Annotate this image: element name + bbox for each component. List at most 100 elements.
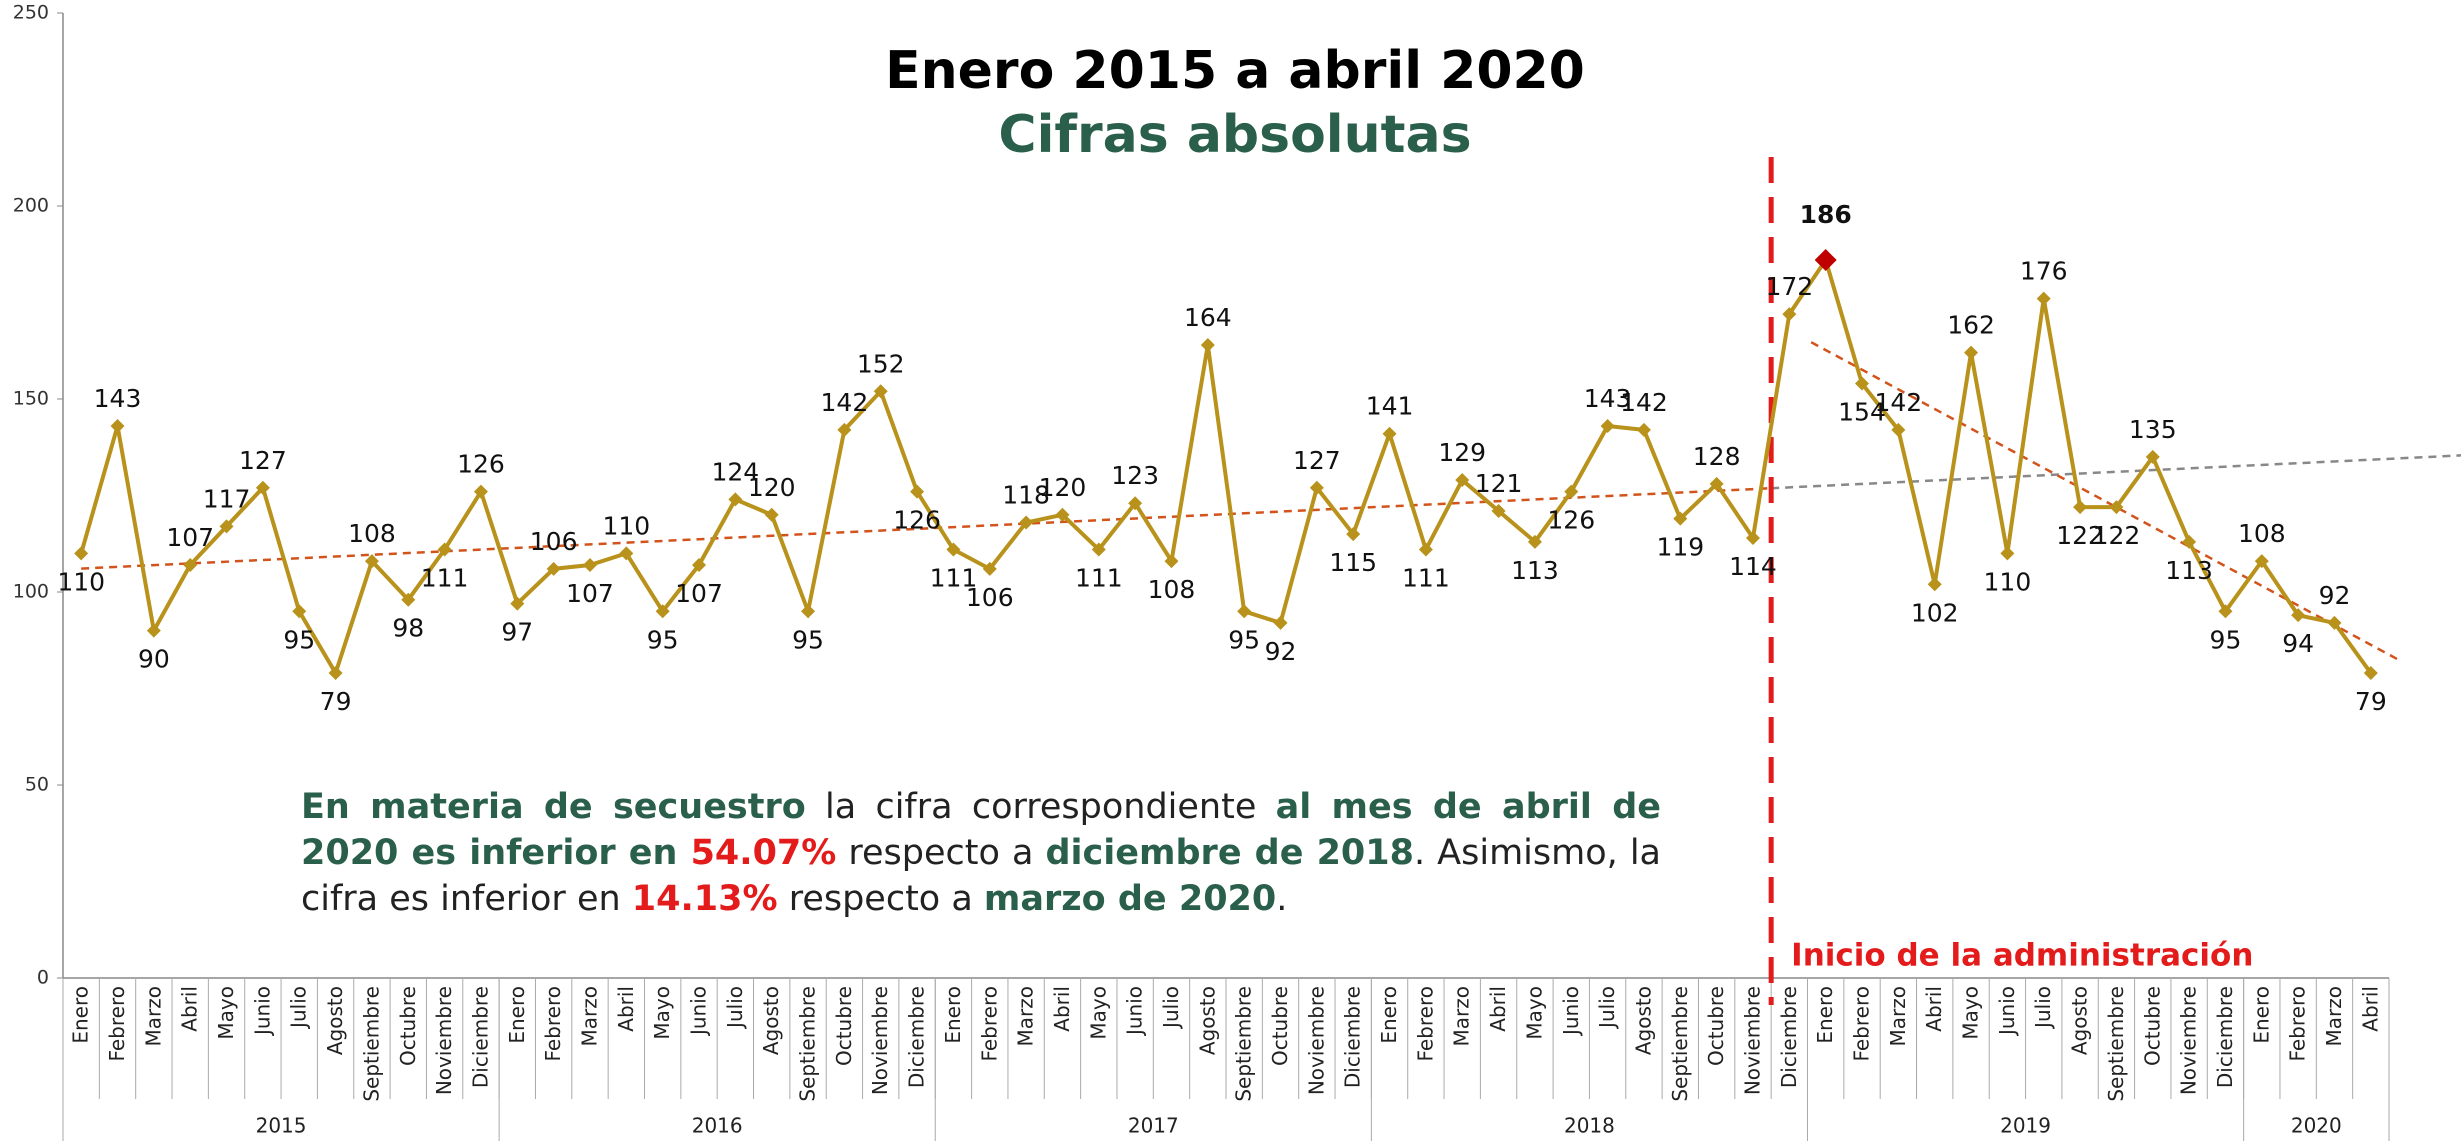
- x-tick-label: Febrero: [977, 986, 1001, 1062]
- x-tick-label: Marzo: [1450, 986, 1474, 1046]
- x-tick-label: Julio: [287, 986, 311, 1030]
- x-tick-label: Febrero: [2286, 986, 2310, 1062]
- group-label: 2016: [692, 1114, 743, 1138]
- data-label: 94: [2282, 629, 2314, 658]
- annotation-text: diciembre de 2018: [1046, 833, 1415, 873]
- data-label: 186: [1800, 200, 1852, 229]
- x-tick-label: Marzo: [1014, 986, 1038, 1046]
- x-tick-label: Junio: [1995, 986, 2019, 1037]
- x-tick-label: Diciembre: [905, 986, 929, 1088]
- x-tick-label: Abril: [1486, 986, 1510, 1032]
- marker: [2182, 535, 2196, 549]
- x-tick-label: Diciembre: [1777, 986, 1801, 1088]
- x-tick-label: Noviembre: [2177, 986, 2201, 1095]
- chart-subtitle: Cifras absolutas: [998, 105, 1471, 165]
- data-label: 141: [1366, 392, 1414, 421]
- data-label: 123: [1111, 461, 1159, 490]
- x-tick-label: Febrero: [541, 986, 565, 1062]
- data-label: 108: [2238, 519, 2286, 548]
- x-tick-label: Noviembre: [1304, 986, 1328, 1095]
- data-label: 120: [1039, 473, 1087, 502]
- group-label: 2018: [1564, 1114, 1615, 1138]
- x-tick-label: Mayo: [214, 986, 238, 1040]
- y-tick-label: 50: [25, 774, 49, 796]
- x-tick-label: Enero: [1377, 986, 1401, 1044]
- data-label: 142: [1620, 388, 1668, 417]
- y-tick-label: 0: [37, 967, 49, 989]
- data-label: 92: [2319, 581, 2351, 610]
- data-label: 142: [821, 388, 869, 417]
- data-label: 111: [421, 564, 469, 593]
- annotation-text: marzo de 2020: [984, 879, 1276, 919]
- x-tick-label: Junio: [250, 986, 274, 1037]
- data-label: 113: [1511, 556, 1559, 585]
- x-tick-label: Abril: [2358, 986, 2382, 1032]
- marker: [1928, 577, 1942, 591]
- annotation-text: 54.07%: [691, 833, 837, 873]
- x-tick-label: Febrero: [1413, 986, 1437, 1062]
- data-label: 121: [1475, 469, 1523, 498]
- marker: [583, 558, 597, 572]
- data-label: 95: [283, 625, 315, 654]
- x-tick-label: Julio: [723, 986, 747, 1030]
- x-tick-label: Agosto: [323, 986, 347, 1055]
- x-tick-label: Junio: [1559, 986, 1583, 1037]
- x-tick-label: Septiembre: [359, 986, 383, 1102]
- data-label: 114: [1729, 552, 1777, 581]
- data-label: 143: [94, 384, 142, 413]
- x-tick-label: Marzo: [141, 986, 165, 1046]
- annotation-text: 14.13%: [632, 879, 778, 919]
- x-tick-label: Abril: [178, 986, 202, 1032]
- y-tick-label: 250: [13, 2, 49, 24]
- chart: Enero 2015 a abril 2020 Cifras absolutas…: [0, 0, 2461, 1141]
- data-label: 110: [57, 567, 105, 596]
- data-label: 128: [1693, 442, 1741, 471]
- x-tick-label: Agosto: [1195, 986, 1219, 1055]
- data-label: 113: [2165, 556, 2213, 585]
- data-label: 111: [1075, 564, 1123, 593]
- x-tick-label: Febrero: [105, 986, 129, 1062]
- x-tick-label: Septiembre: [1232, 986, 1256, 1102]
- marker: [1815, 249, 1837, 271]
- x-tick-label: Abril: [1922, 986, 1946, 1032]
- x-tick-label: Agosto: [759, 986, 783, 1055]
- marker: [111, 419, 125, 433]
- y-tick-label: 200: [13, 195, 49, 217]
- data-label: 110: [1984, 567, 2032, 596]
- marker: [765, 508, 779, 522]
- data-label: 98: [392, 614, 424, 643]
- data-label: 127: [1293, 446, 1341, 475]
- x-tick-label: Junio: [1123, 986, 1147, 1037]
- group-label: 2015: [256, 1114, 307, 1138]
- x-tick-label: Abril: [1050, 986, 1074, 1032]
- data-label: 107: [675, 579, 723, 608]
- group-label: 2017: [1128, 1114, 1179, 1138]
- x-tick-label: Diciembre: [468, 986, 492, 1088]
- chart-title: Enero 2015 a abril 2020: [885, 41, 1585, 101]
- data-label: 119: [1656, 533, 1704, 562]
- trend-line: [1771, 455, 2461, 488]
- marker: [1201, 338, 1215, 352]
- data-label: 107: [566, 579, 614, 608]
- data-label: 176: [2020, 257, 2068, 286]
- x-tick-label: Enero: [69, 986, 93, 1044]
- y-tick-label: 100: [13, 581, 49, 603]
- admin-label: Inicio de la administración: [1791, 938, 2253, 974]
- x-tick-label: Septiembre: [796, 986, 820, 1102]
- data-label: 90: [138, 645, 170, 674]
- marker: [1237, 604, 1251, 618]
- y-tick-label: 150: [13, 388, 49, 410]
- x-tick-label: Octubre: [832, 986, 856, 1066]
- data-label: 172: [1765, 272, 1813, 301]
- data-label: 126: [1547, 506, 1595, 535]
- marker: [1419, 543, 1433, 557]
- x-tick-label: Octubre: [1704, 986, 1728, 1066]
- x-tick-label: Agosto: [2068, 986, 2092, 1055]
- marker: [1274, 616, 1288, 630]
- x-tick-label: Marzo: [2322, 986, 2346, 1046]
- annotation-text: respecto a: [836, 833, 1045, 873]
- x-tick-label: Marzo: [1886, 986, 1910, 1046]
- x-tick-label: Julio: [1159, 986, 1183, 1030]
- x-tick-label: Diciembre: [2213, 986, 2237, 1088]
- x-tick-label: Mayo: [1959, 986, 1983, 1040]
